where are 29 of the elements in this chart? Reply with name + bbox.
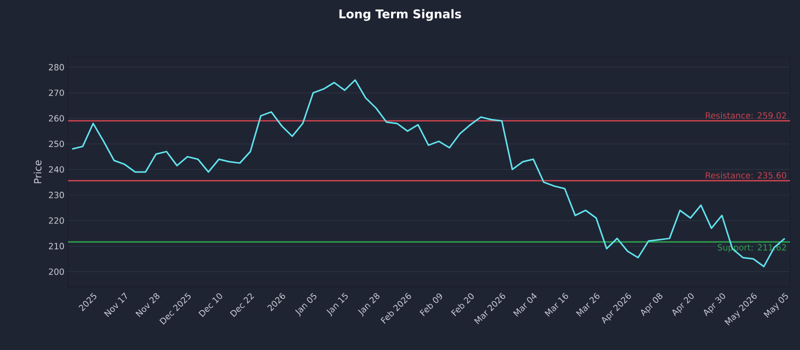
y-tick-label: 270	[48, 90, 64, 96]
x-tick-label: Dec 10	[198, 293, 222, 317]
y-tick-label: 200	[48, 268, 64, 275]
y-tick-label: 210	[48, 242, 64, 250]
y-tick-label: 260	[48, 115, 64, 122]
x-tick-label: Jan 05	[295, 292, 316, 317]
x-tick-label: Apr 20	[672, 293, 694, 316]
x-tick-label: Mar 04	[513, 293, 537, 317]
x-tick-label: Feb 20	[451, 293, 474, 316]
x-tick-label: Jan 15	[326, 292, 348, 317]
y-tick-label: 230	[48, 192, 64, 198]
y-tick-label: 240	[48, 166, 64, 173]
x-tick-label: Jan 28	[358, 293, 380, 317]
ref-line-label: Resistance: 235.60	[706, 172, 786, 179]
x-tick-label: Apr 08	[640, 293, 662, 316]
x-tick-label: Dec 22	[230, 293, 254, 317]
x-tick-label: Nov 17	[104, 292, 127, 317]
y-axis-title: Price	[34, 160, 42, 184]
x-tick-label: Apr 30	[704, 293, 726, 316]
y-tick-label: 220	[48, 217, 64, 224]
chart-title: Long Term Signals	[339, 9, 462, 21]
y-tick-label: 280	[48, 64, 64, 70]
x-tick-label: Feb 09	[420, 293, 442, 316]
x-tick-label: Mar 16	[544, 292, 568, 317]
line-series	[71, 79, 786, 268]
x-tick-label: Mar 26	[576, 292, 600, 317]
ref-line-label: Resistance: 259.02	[706, 112, 786, 119]
y-tick-label: 250	[48, 140, 64, 148]
x-tick-label: Nov 28	[135, 293, 160, 318]
